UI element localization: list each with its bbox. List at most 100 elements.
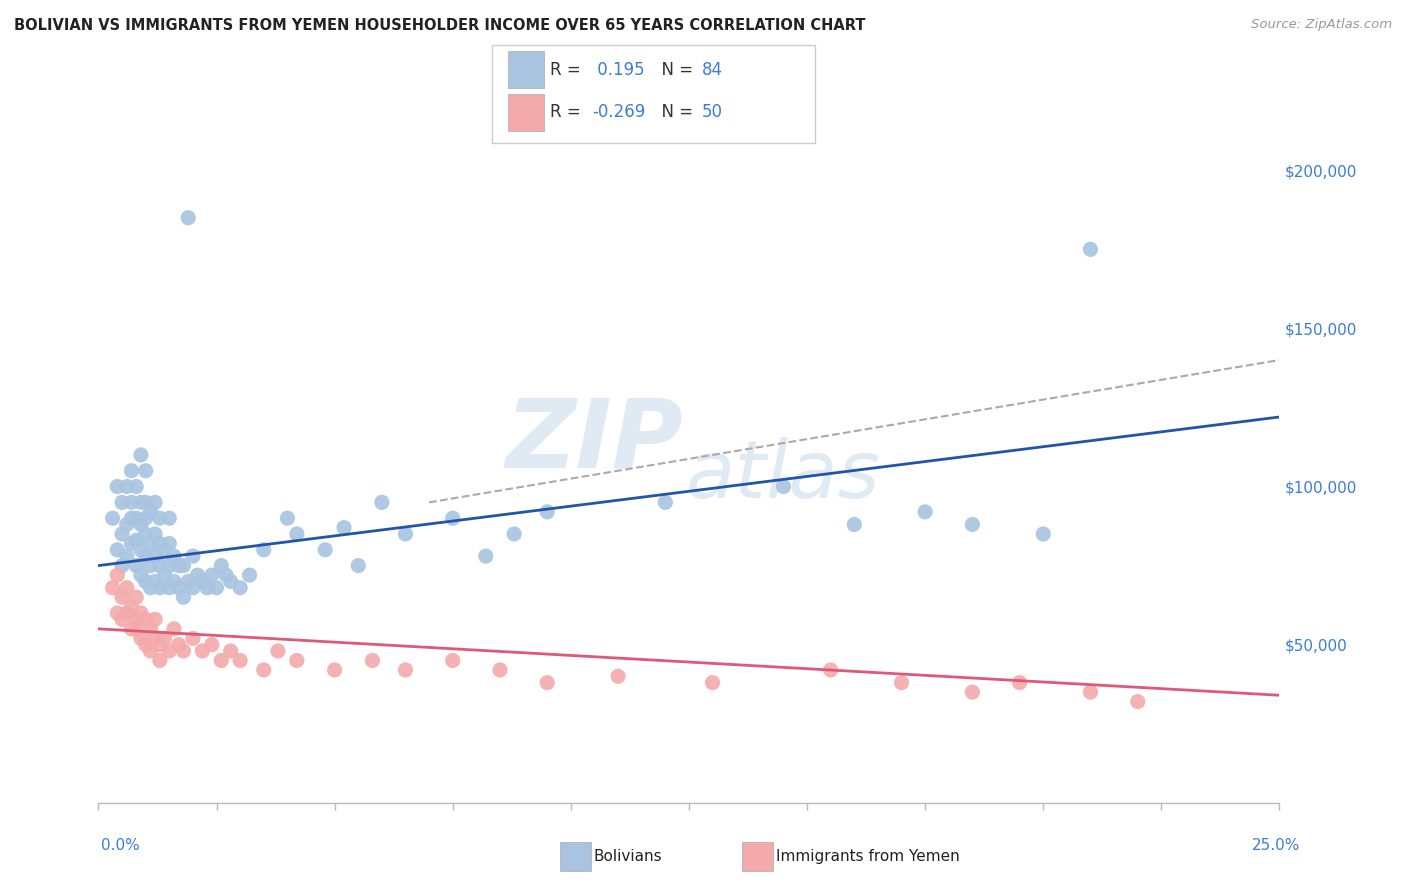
Point	[135, 549, 157, 563]
Point	[157, 511, 180, 525]
Point	[149, 638, 172, 652]
Point	[167, 638, 190, 652]
Text: 0.195: 0.195	[592, 61, 644, 78]
Point	[115, 549, 138, 563]
Point	[1126, 695, 1149, 709]
Point	[111, 558, 134, 573]
Point	[101, 581, 124, 595]
Point	[121, 622, 143, 636]
Point	[143, 574, 166, 589]
Point	[209, 653, 232, 667]
Point	[177, 211, 200, 225]
Point	[347, 558, 370, 573]
Point	[149, 581, 172, 595]
Point	[149, 511, 172, 525]
Point	[157, 536, 180, 550]
Point	[890, 675, 912, 690]
Point	[229, 581, 252, 595]
Point	[125, 591, 148, 605]
Point	[195, 581, 218, 595]
Point	[121, 495, 143, 509]
Point	[844, 517, 866, 532]
Point	[167, 581, 190, 595]
Point	[219, 574, 242, 589]
Point	[125, 558, 148, 573]
Point	[201, 568, 224, 582]
Point	[125, 533, 148, 548]
Point	[1080, 685, 1102, 699]
Point	[153, 542, 176, 557]
Point	[139, 644, 162, 658]
Point	[153, 632, 176, 646]
Point	[135, 464, 157, 478]
Text: Bolivians: Bolivians	[593, 849, 662, 863]
Point	[163, 622, 186, 636]
Point	[143, 549, 166, 563]
Point	[105, 479, 128, 493]
Point	[267, 644, 290, 658]
Point	[536, 675, 558, 690]
Point	[191, 644, 214, 658]
Point	[121, 536, 143, 550]
Text: R =: R =	[550, 61, 586, 78]
Point	[129, 495, 152, 509]
Point	[111, 527, 134, 541]
Point	[125, 622, 148, 636]
Point	[191, 574, 214, 589]
Text: 50: 50	[702, 103, 723, 121]
Point	[702, 675, 724, 690]
Point	[285, 527, 308, 541]
Point	[394, 663, 416, 677]
Point	[101, 511, 124, 525]
Point	[135, 574, 157, 589]
Point	[115, 606, 138, 620]
Point	[177, 574, 200, 589]
Point	[201, 638, 224, 652]
Point	[172, 558, 194, 573]
Point	[163, 549, 186, 563]
Point	[323, 663, 346, 677]
Text: ZIP: ZIP	[506, 394, 683, 488]
Point	[209, 558, 232, 573]
Point	[115, 581, 138, 595]
Point	[215, 568, 238, 582]
Point	[149, 536, 172, 550]
Point	[441, 511, 464, 525]
Point	[121, 599, 143, 614]
Point	[105, 568, 128, 582]
Text: R =: R =	[550, 103, 586, 121]
Point	[139, 505, 162, 519]
Point	[105, 542, 128, 557]
Point	[111, 495, 134, 509]
Point	[139, 581, 162, 595]
Point	[229, 653, 252, 667]
Point	[125, 612, 148, 626]
Text: Source: ZipAtlas.com: Source: ZipAtlas.com	[1251, 18, 1392, 31]
Point	[253, 663, 276, 677]
Point	[914, 505, 936, 519]
Point	[276, 511, 298, 525]
Point	[135, 495, 157, 509]
Point	[105, 606, 128, 620]
Point	[157, 581, 180, 595]
Point	[129, 606, 152, 620]
Point	[772, 479, 794, 493]
Point	[129, 568, 152, 582]
Point	[475, 549, 498, 563]
Point	[607, 669, 630, 683]
Point	[125, 511, 148, 525]
Point	[172, 644, 194, 658]
Point	[125, 479, 148, 493]
Point	[285, 653, 308, 667]
Point	[167, 558, 190, 573]
Point	[121, 464, 143, 478]
Point	[111, 591, 134, 605]
Point	[111, 612, 134, 626]
Point	[1008, 675, 1031, 690]
Text: N =: N =	[651, 103, 699, 121]
Point	[143, 632, 166, 646]
Point	[129, 542, 152, 557]
Point	[153, 568, 176, 582]
Point	[489, 663, 512, 677]
Point	[135, 511, 157, 525]
